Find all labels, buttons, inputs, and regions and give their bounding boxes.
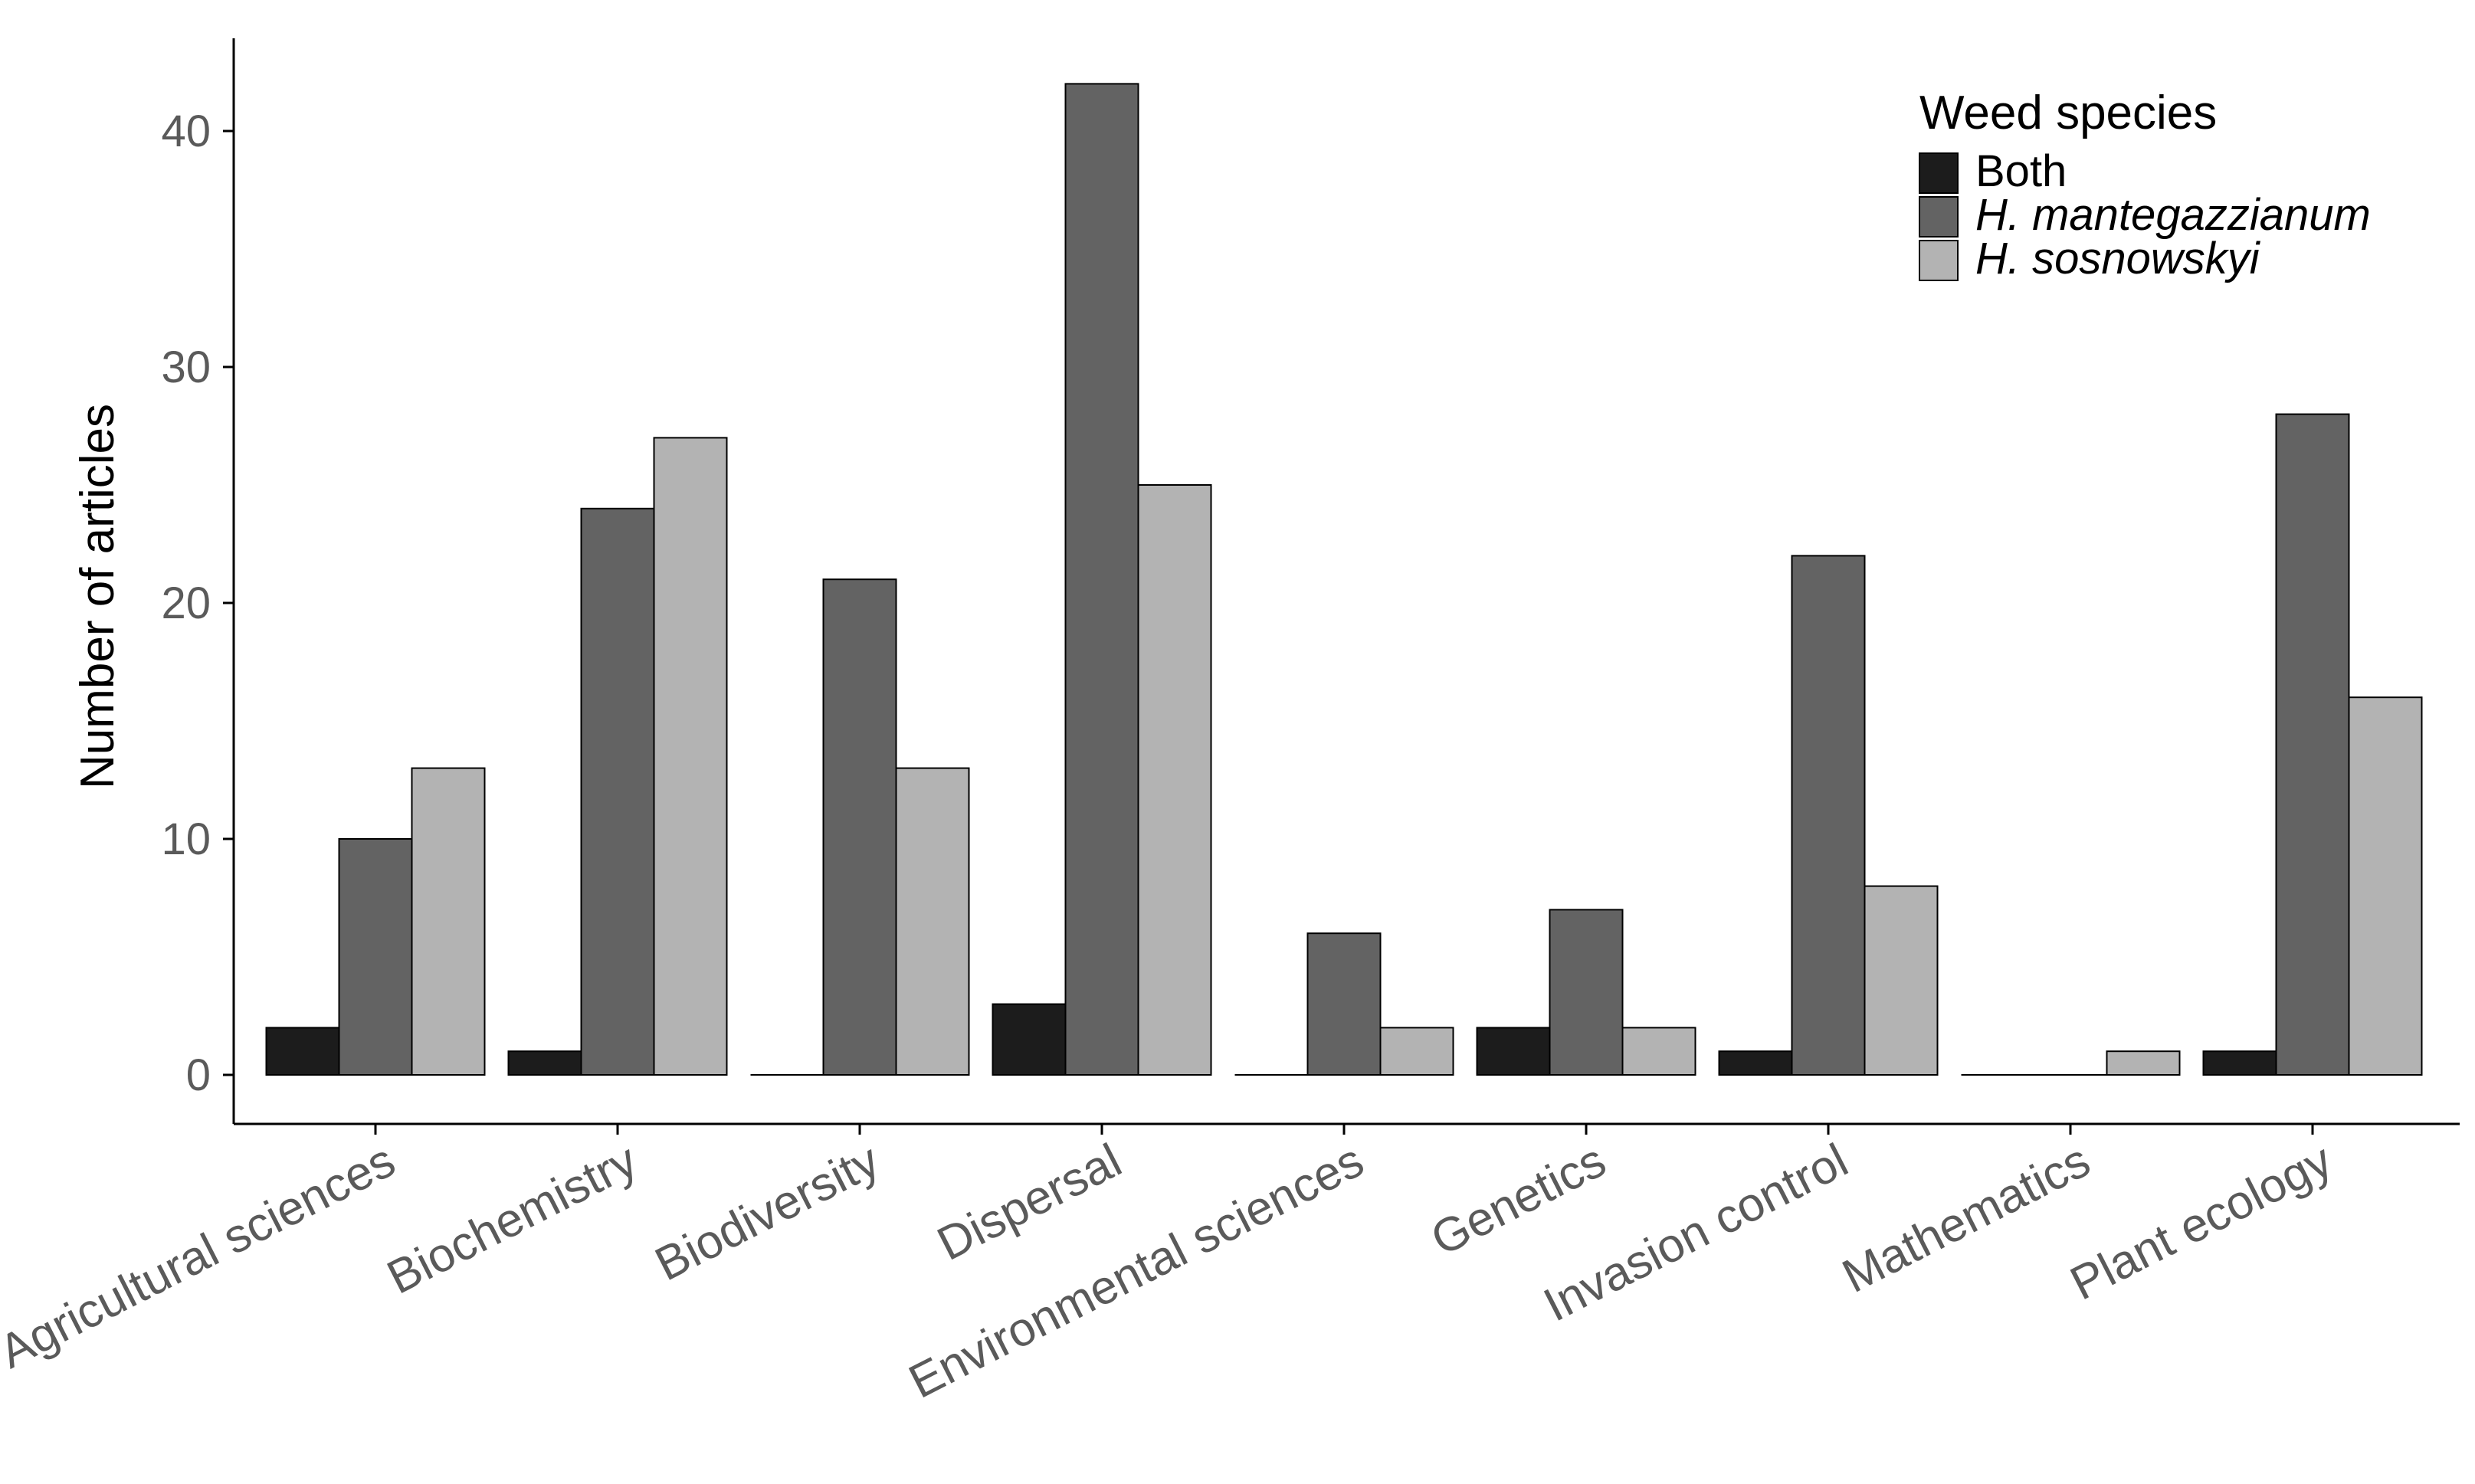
bar [2106, 1050, 2181, 1076]
y-tick-label: 0 [186, 1050, 211, 1100]
bar [1379, 1027, 1454, 1076]
y-tick-label: 10 [161, 814, 211, 864]
bar [1064, 83, 1139, 1076]
bar [1864, 885, 1939, 1076]
bar [411, 767, 486, 1076]
bar [653, 437, 728, 1076]
bar [1718, 1050, 1793, 1076]
legend-key [1919, 152, 1959, 194]
x-tick-label: Plant ecology [2062, 1134, 2340, 1310]
legend-label: Both [1975, 146, 2067, 196]
legend-label: H. mantegazzianum [1975, 190, 2371, 240]
x-tick-label: Genetics [1423, 1134, 1614, 1266]
axes-layer [232, 38, 2460, 1125]
x-tick-label: Dispersal [929, 1134, 1130, 1271]
bar [338, 838, 413, 1076]
y-tick-label: 30 [161, 342, 211, 392]
legend-title: Weed species [1919, 87, 2217, 139]
y-tick-label: 20 [161, 578, 211, 628]
bar [265, 1027, 340, 1076]
bar [2275, 413, 2350, 1076]
y-tick-label: 40 [161, 106, 211, 156]
bar [580, 507, 655, 1076]
x-tick-label: Biochemistry [379, 1134, 646, 1305]
x-tick-label: Biodiversity [647, 1134, 888, 1291]
bar [1791, 555, 1866, 1076]
legend-label: H. sosnowskyi [1975, 234, 2261, 283]
bar [1306, 932, 1382, 1076]
x-tick-label: Agricultural sciences [0, 1134, 403, 1379]
bar [1476, 1027, 1551, 1076]
legend-key [1919, 240, 1959, 281]
bar [2348, 696, 2423, 1076]
y-axis-title: Number of articles [71, 404, 124, 789]
bar [822, 578, 897, 1076]
x-tick-label: Environmental sciences [901, 1134, 1372, 1409]
bars-layer [265, 83, 2423, 1076]
bar [895, 767, 970, 1076]
bar [2202, 1050, 2277, 1076]
legend-key [1919, 196, 1959, 238]
bar [1549, 909, 1624, 1076]
bar [1621, 1027, 1696, 1076]
bar [1137, 484, 1212, 1076]
y-ticks: 0 10 20 30 40 [161, 106, 234, 1100]
bar [507, 1050, 582, 1076]
bar [992, 1003, 1067, 1076]
x-tick-label: Mathematics [1834, 1134, 2098, 1303]
